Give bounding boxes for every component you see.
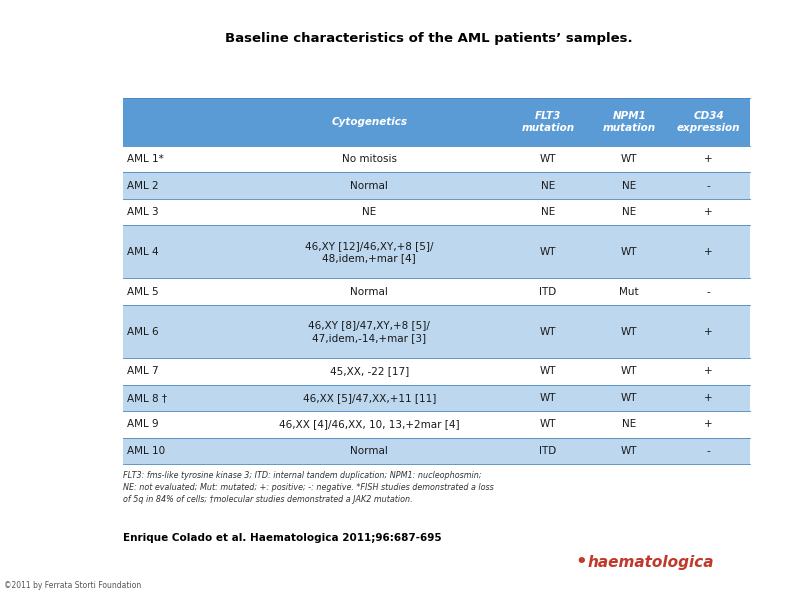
Bar bbox=[123, 199, 750, 226]
Bar bbox=[123, 173, 750, 199]
Text: AML 5: AML 5 bbox=[127, 287, 159, 297]
Text: +: + bbox=[704, 393, 713, 403]
Bar bbox=[123, 305, 750, 358]
Bar bbox=[123, 358, 750, 384]
Text: Normal: Normal bbox=[350, 181, 388, 190]
Text: NE: NE bbox=[541, 181, 555, 190]
Text: -: - bbox=[707, 287, 711, 297]
Text: Normal: Normal bbox=[350, 446, 388, 456]
Text: WT: WT bbox=[540, 419, 556, 430]
Bar bbox=[123, 278, 750, 305]
Text: NPM1
mutation: NPM1 mutation bbox=[603, 111, 656, 133]
Text: +: + bbox=[704, 327, 713, 337]
Text: NE: NE bbox=[622, 419, 636, 430]
Text: Enrique Colado et al. Haematologica 2011;96:687-695: Enrique Colado et al. Haematologica 2011… bbox=[123, 533, 441, 543]
Text: FLT3: fms-like tyrosine kinase 3; ITD: internal tandem duplication; NPM1: nucleo: FLT3: fms-like tyrosine kinase 3; ITD: i… bbox=[123, 471, 494, 504]
Bar bbox=[123, 411, 750, 437]
Text: WT: WT bbox=[621, 367, 638, 376]
Text: 46,XY [8]/47,XY,+8 [5]/
47,idem,-14,+mar [3]: 46,XY [8]/47,XY,+8 [5]/ 47,idem,-14,+mar… bbox=[308, 320, 430, 343]
Text: •: • bbox=[576, 553, 588, 571]
Text: Mut: Mut bbox=[619, 287, 639, 297]
Bar bbox=[123, 384, 750, 411]
Text: NE: NE bbox=[622, 207, 636, 217]
Text: 45,XX, -22 [17]: 45,XX, -22 [17] bbox=[330, 367, 409, 376]
Bar bbox=[123, 226, 750, 278]
Text: +: + bbox=[704, 367, 713, 376]
Text: WT: WT bbox=[621, 327, 638, 337]
Text: WT: WT bbox=[540, 247, 556, 257]
Text: WT: WT bbox=[540, 327, 556, 337]
Text: ITD: ITD bbox=[539, 446, 557, 456]
Text: AML 10: AML 10 bbox=[127, 446, 165, 456]
Text: No mitosis: No mitosis bbox=[341, 154, 397, 164]
Text: Cytogenetics: Cytogenetics bbox=[331, 117, 407, 127]
Text: AML 6: AML 6 bbox=[127, 327, 159, 337]
Text: WT: WT bbox=[621, 247, 638, 257]
Bar bbox=[123, 437, 750, 464]
Text: AML 2: AML 2 bbox=[127, 181, 159, 190]
Text: CD34
expression: CD34 expression bbox=[677, 111, 740, 133]
Bar bbox=[123, 98, 750, 146]
Text: +: + bbox=[704, 207, 713, 217]
Text: -: - bbox=[707, 446, 711, 456]
Text: NE: NE bbox=[622, 181, 636, 190]
Text: +: + bbox=[704, 419, 713, 430]
Text: +: + bbox=[704, 247, 713, 257]
Text: WT: WT bbox=[621, 154, 638, 164]
Text: AML 4: AML 4 bbox=[127, 247, 159, 257]
Text: AML 1*: AML 1* bbox=[127, 154, 164, 164]
Text: Normal: Normal bbox=[350, 287, 388, 297]
Text: 46,XY [12]/46,XY,+8 [5]/
48,idem,+mar [4]: 46,XY [12]/46,XY,+8 [5]/ 48,idem,+mar [4… bbox=[305, 241, 434, 263]
Text: -: - bbox=[707, 181, 711, 190]
Text: 46,XX [4]/46,XX, 10, 13,+2mar [4]: 46,XX [4]/46,XX, 10, 13,+2mar [4] bbox=[279, 419, 460, 430]
Text: Baseline characteristics of the AML patients’ samples.: Baseline characteristics of the AML pati… bbox=[225, 32, 633, 45]
Text: AML 8 †: AML 8 † bbox=[127, 393, 167, 403]
Text: AML 7: AML 7 bbox=[127, 367, 159, 376]
Text: NE: NE bbox=[541, 207, 555, 217]
Text: WT: WT bbox=[621, 393, 638, 403]
Text: WT: WT bbox=[540, 367, 556, 376]
Text: 46,XX [5]/47,XX,+11 [11]: 46,XX [5]/47,XX,+11 [11] bbox=[303, 393, 436, 403]
Text: WT: WT bbox=[540, 154, 556, 164]
Text: NE: NE bbox=[362, 207, 376, 217]
Text: WT: WT bbox=[540, 393, 556, 403]
Text: WT: WT bbox=[621, 446, 638, 456]
Bar bbox=[123, 146, 750, 173]
Text: FLT3
mutation: FLT3 mutation bbox=[522, 111, 574, 133]
Text: ©2011 by Ferrata Storti Foundation: ©2011 by Ferrata Storti Foundation bbox=[4, 581, 141, 590]
Text: ITD: ITD bbox=[539, 287, 557, 297]
Text: AML 9: AML 9 bbox=[127, 419, 159, 430]
Text: +: + bbox=[704, 154, 713, 164]
Text: AML 3: AML 3 bbox=[127, 207, 159, 217]
Text: haematologica: haematologica bbox=[588, 555, 714, 570]
